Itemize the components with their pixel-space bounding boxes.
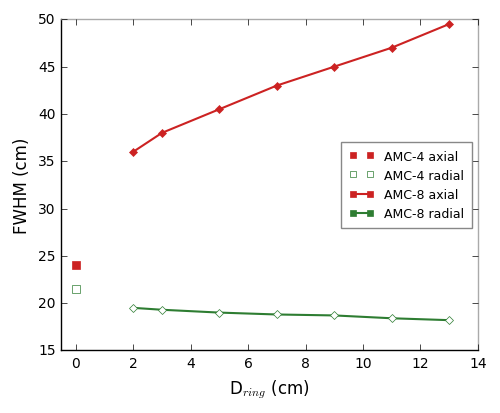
Legend: AMC-4 axial, AMC-4 radial, AMC-8 axial, AMC-8 radial: AMC-4 axial, AMC-4 radial, AMC-8 axial, … [342,142,471,228]
X-axis label: D$_{ring}$ (cm): D$_{ring}$ (cm) [230,377,310,400]
Y-axis label: FWHM (cm): FWHM (cm) [14,138,32,233]
